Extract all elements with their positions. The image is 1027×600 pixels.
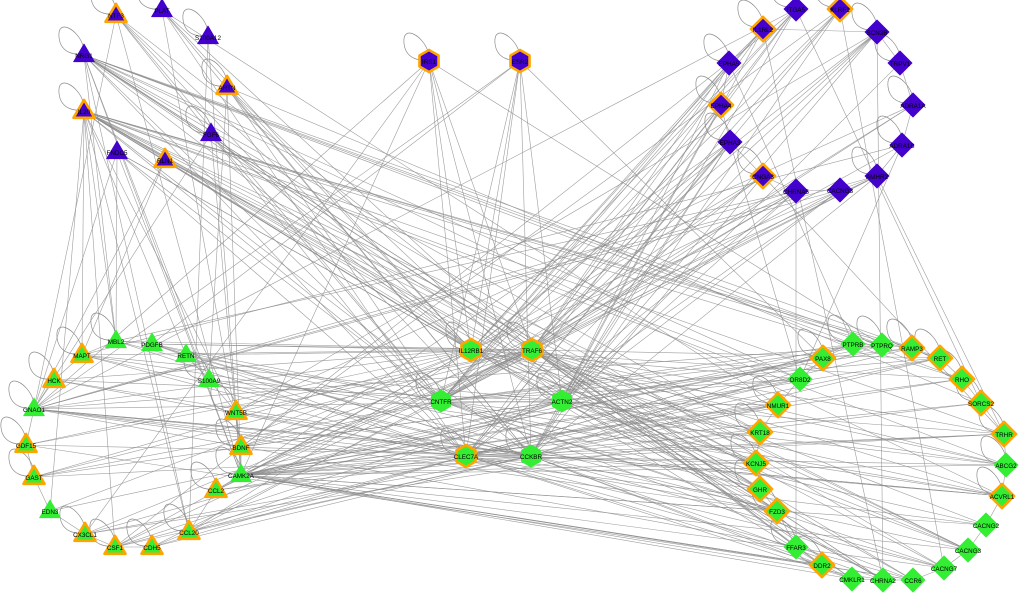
svg-text:OR8D2: OR8D2: [790, 377, 811, 384]
svg-text:CHRNA5: CHRNA5: [783, 189, 809, 196]
svg-text:CACNG7: CACNG7: [931, 566, 958, 573]
svg-text:CCL20: CCL20: [179, 530, 199, 537]
svg-text:CHRNA2: CHRNA2: [870, 578, 896, 585]
svg-text:RETN: RETN: [177, 353, 195, 360]
svg-text:KCNJ5: KCNJ5: [746, 461, 766, 468]
svg-text:KLRF1: KLRF1: [830, 7, 850, 14]
svg-text:AMHR2: AMHR2: [866, 174, 889, 181]
svg-text:CCKBR: CCKBR: [520, 454, 542, 461]
svg-text:TRAF6: TRAF6: [522, 348, 542, 355]
svg-text:PAX8: PAX8: [815, 356, 831, 363]
svg-text:CX3CL1: CX3CL1: [73, 532, 97, 539]
svg-text:WNT5B: WNT5B: [225, 410, 247, 417]
svg-text:EPHA4: EPHA4: [711, 103, 732, 110]
svg-text:EPHA3: EPHA3: [720, 140, 741, 147]
svg-text:SCN3B: SCN3B: [867, 30, 888, 37]
svg-text:ITGA5: ITGA5: [787, 7, 806, 14]
svg-text:RHO: RHO: [955, 377, 969, 384]
svg-text:CNTFR: CNTFR: [430, 399, 452, 406]
svg-text:CMKLR1: CMKLR1: [839, 577, 865, 584]
svg-text:MBL2: MBL2: [108, 339, 125, 346]
svg-text:MAPT: MAPT: [73, 353, 91, 360]
svg-text:IL1RL2: IL1RL2: [753, 27, 774, 34]
svg-text:FNDC5: FNDC5: [107, 150, 128, 157]
svg-text:EDN3: EDN3: [42, 509, 59, 516]
svg-text:PLAT: PLAT: [154, 8, 169, 15]
svg-text:EPHA5: EPHA5: [719, 61, 740, 68]
svg-text:RET: RET: [934, 356, 947, 363]
svg-text:TRPV1: TRPV1: [890, 61, 911, 68]
svg-text:ADRA1B: ADRA1B: [889, 143, 914, 150]
svg-text:GAST: GAST: [25, 475, 42, 482]
svg-text:CLEC7A: CLEC7A: [454, 454, 479, 461]
svg-text:BDNF: BDNF: [232, 445, 249, 452]
svg-text:NTF3: NTF3: [108, 13, 124, 20]
svg-text:IL12RB1: IL12RB1: [459, 348, 484, 355]
svg-text:CAMK2A: CAMK2A: [228, 473, 255, 480]
svg-text:NRG1: NRG1: [75, 53, 93, 60]
svg-text:IL20: IL20: [78, 109, 91, 116]
svg-text:S100A12: S100A12: [195, 35, 221, 42]
svg-text:HCK: HCK: [47, 378, 61, 385]
svg-text:IRS1: IRS1: [422, 59, 436, 66]
svg-text:S100A9: S100A9: [198, 378, 221, 385]
svg-text:ABCG2: ABCG2: [995, 463, 1017, 470]
svg-text:RAMP3: RAMP3: [901, 346, 923, 353]
svg-text:ESR2: ESR2: [512, 59, 529, 66]
svg-text:CCL2: CCL2: [208, 488, 225, 495]
svg-text:RLN1: RLN1: [157, 158, 174, 165]
svg-text:CACNG2: CACNG2: [973, 523, 1000, 530]
svg-text:ACVRL1: ACVRL1: [990, 494, 1015, 501]
svg-text:PTPRB: PTPRB: [843, 342, 864, 349]
svg-text:ARTN: ARTN: [218, 85, 235, 92]
svg-text:GHR: GHR: [753, 487, 767, 494]
svg-text:ACTN2: ACTN2: [552, 399, 573, 406]
svg-text:PTPRQ: PTPRQ: [871, 343, 893, 350]
svg-text:PDGFB: PDGFB: [141, 342, 163, 349]
svg-text:GDF15: GDF15: [16, 443, 37, 450]
svg-text:CDH5: CDH5: [143, 545, 161, 552]
svg-text:FGF6: FGF6: [203, 132, 220, 139]
svg-text:GNAO1: GNAO1: [23, 407, 46, 414]
svg-text:TRHR: TRHR: [995, 432, 1013, 439]
svg-text:CNGA3: CNGA3: [752, 174, 774, 181]
svg-text:CCR6: CCR6: [904, 578, 922, 585]
svg-text:FFAR3: FFAR3: [786, 545, 806, 552]
svg-text:FZD3: FZD3: [769, 509, 785, 516]
svg-text:SORCS2: SORCS2: [968, 401, 994, 408]
svg-text:NMUR1: NMUR1: [767, 403, 790, 410]
svg-text:KRT18: KRT18: [750, 430, 770, 437]
svg-text:DDR2: DDR2: [813, 563, 831, 570]
svg-text:CACNG3: CACNG3: [827, 188, 854, 195]
svg-text:ADRA1A: ADRA1A: [900, 103, 926, 110]
svg-text:CSF1: CSF1: [107, 545, 124, 552]
svg-text:CACNG3: CACNG3: [955, 548, 982, 555]
